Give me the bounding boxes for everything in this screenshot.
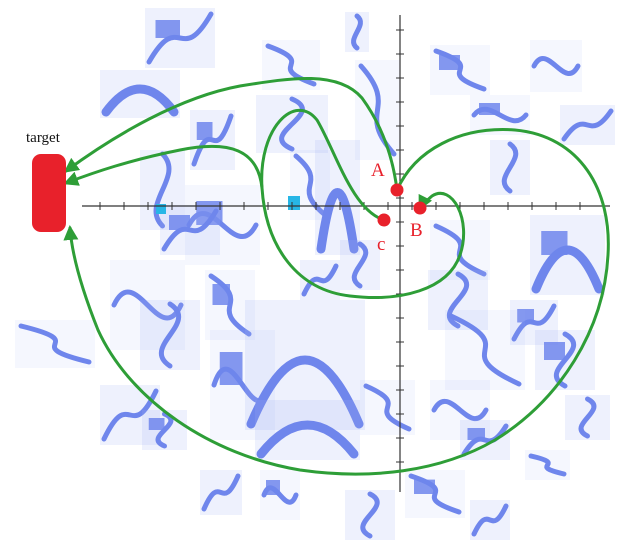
target-label: target: [26, 130, 61, 146]
tile-fragment: [525, 450, 570, 480]
tile-fragment: [140, 150, 185, 230]
tile-fragment: [490, 140, 530, 195]
tile-fragment: [140, 300, 200, 370]
tile-fragment: [460, 420, 510, 460]
point-a-marker: [390, 183, 404, 197]
tile-fragment: [405, 470, 465, 518]
tile-fragment: [345, 12, 369, 52]
tile-fragment: [470, 95, 530, 135]
tile-fragment: [205, 270, 255, 340]
path-from-c-loop: [63, 144, 264, 190]
tile-fragment: [190, 110, 235, 170]
y-axis-ticks: [396, 29, 404, 463]
tile-fragment: [185, 185, 260, 265]
tile-fragment: [345, 490, 395, 540]
path-from-a: [63, 77, 399, 192]
point-a-label: A: [371, 160, 385, 181]
coordinate-axes: [82, 15, 610, 492]
cyan-patch: [288, 196, 300, 210]
path-from-c: [260, 108, 466, 299]
tile-fragment: [340, 240, 380, 290]
point-b-label: B: [410, 220, 423, 241]
tile-fragment: [160, 205, 220, 255]
point-c-label: c: [377, 234, 385, 255]
tile-fragment: [445, 310, 525, 390]
tile-fragment: [530, 215, 605, 295]
tile-fragment: [430, 45, 490, 95]
tile-fragment: [145, 8, 215, 68]
tile-fragment: [100, 385, 160, 445]
tile-fragment: [255, 400, 360, 460]
background-tile-fragments: [15, 8, 615, 540]
tile-fragment: [15, 320, 95, 368]
cyan-patch: [156, 204, 166, 214]
tile-fragment: [355, 60, 400, 160]
tile-fragment: [142, 410, 187, 450]
tile-fragment: [315, 140, 360, 255]
path-from-b: [63, 128, 610, 476]
tile-fragment: [245, 300, 365, 430]
tile-fragment: [210, 330, 275, 440]
target-block: [32, 154, 66, 232]
tile-fragment: [200, 470, 242, 515]
tile-fragment: [560, 105, 615, 145]
tile-fragment: [260, 470, 300, 520]
tile-fragment: [565, 395, 610, 440]
x-axis-ticks: [99, 202, 581, 210]
point-b-marker: [413, 201, 427, 215]
tile-fragment: [470, 500, 510, 540]
tile-fragment: [510, 300, 558, 345]
point-c-marker: [377, 213, 391, 227]
tile-fragment: [360, 380, 415, 435]
paths: [63, 77, 610, 476]
tile-fragment: [530, 40, 582, 92]
